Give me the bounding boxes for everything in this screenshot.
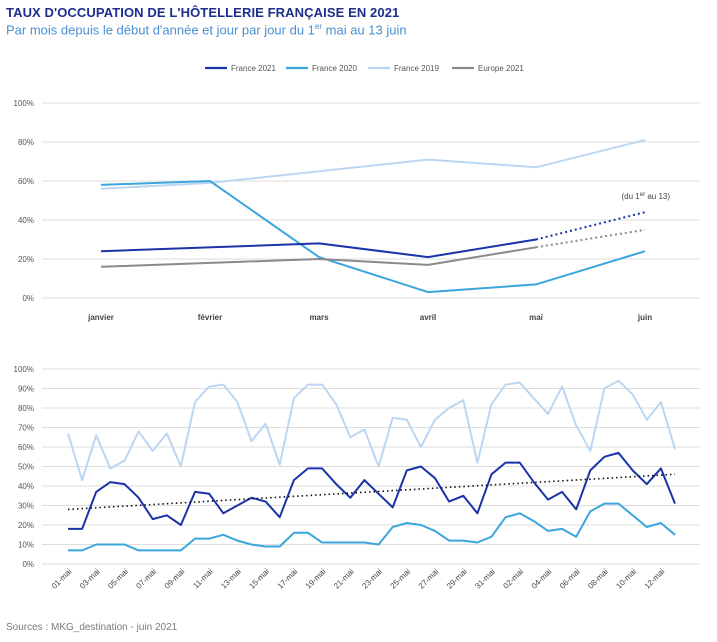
y-tick-label-bottom: 0% [22,560,34,569]
x-tick-label-day: 19-mai [304,567,328,591]
annotation-june-range: (du 1er au 13) [622,192,671,201]
x-tick-label-month: mars [309,313,329,322]
y-tick-label-bottom: 90% [18,385,34,394]
x-tick-label-day: 31-mai [473,567,497,591]
y-tick-label-bottom: 60% [18,443,34,452]
subtitle-post: mai au 13 juin [322,22,407,38]
x-tick-label-day: 02-mai [501,567,525,591]
daily-line-france-2019 [67,379,676,482]
y-tick-label-bottom: 80% [18,404,34,413]
x-tick-label-day: 15-mai [247,567,271,591]
x-tick-label-day: 21-mai [332,567,356,591]
line-dotted-france-2021 [535,211,646,241]
x-tick-label-day: 08-mai [586,567,610,591]
x-tick-label-day: 17-mai [276,567,300,591]
y-tick-label-bottom: 50% [18,463,34,472]
x-tick-label-day: 01-mai [50,567,74,591]
source-note: Sources : MKG_destination - juin 2021 [6,622,178,633]
subtitle-pre: Par mois depuis le début d'année et jour… [6,22,315,38]
x-tick-label-month: février [198,313,222,322]
x-tick-label-day: 12-mai [643,567,667,591]
x-tick-label-day: 25-mai [389,567,413,591]
y-tick-label-bottom: 70% [18,424,34,433]
daily-line-france-2021 [68,451,676,530]
y-tick-label-top: 20% [18,255,34,264]
y-tick-label-bottom: 40% [18,482,34,491]
line-france-2020 [100,179,646,294]
legend-label-france-2019: France 2019 [394,64,439,73]
x-tick-label-day: 05-mai [106,567,130,591]
y-tick-label-top: 60% [18,177,34,186]
line-europe-2021 [100,246,537,268]
x-tick-label-day: 11-mai [191,567,214,590]
y-tick-label-top: 100% [14,99,34,108]
x-tick-label-day: 07-mai [134,567,158,591]
daily-line-france-2020 [68,502,676,552]
x-tick-label-day: 06-mai [558,567,582,591]
chart-title: TAUX D'OCCUPATION DE L'HÔTELLERIE FRANÇA… [6,5,400,20]
y-tick-label-top: 80% [18,138,34,147]
y-tick-label-top: 0% [22,294,34,303]
x-tick-label-month: juin [637,313,652,322]
y-tick-label-top: 40% [18,216,34,225]
x-tick-label-day: 10-mai [614,567,638,591]
line-dotted-europe-2021 [535,228,646,249]
x-tick-label-day: 13-mai [219,567,243,591]
y-tick-label-bottom: 100% [14,365,34,374]
x-tick-label-month: avril [420,313,436,322]
x-tick-label-day: 27-mai [417,567,441,591]
y-tick-label-bottom: 30% [18,502,34,511]
x-tick-label-day: 03-mai [78,567,102,591]
legend-label-france-2020: France 2020 [312,64,357,73]
y-tick-label-bottom: 10% [18,541,34,550]
trendline-tendance-france-2021 [67,473,676,511]
y-tick-label-bottom: 20% [18,521,34,530]
line-france-2019 [100,139,646,190]
x-tick-label-day: 04-mai [530,567,554,591]
line-france-2021 [100,238,537,259]
x-tick-label-month: janvier [87,313,114,322]
x-tick-label-day: 29-mai [445,567,469,591]
chart-subtitle: Par mois depuis le début d'année et jour… [6,22,407,37]
x-tick-label-month: mai [529,313,543,322]
legend-label-europe-2021: Europe 2021 [478,64,524,73]
legend-label-france-2021: France 2021 [231,64,276,73]
x-tick-label-day: 23-mai [360,567,384,591]
x-tick-label-day: 09-mai [163,567,187,591]
subtitle-sup: er [314,22,323,31]
